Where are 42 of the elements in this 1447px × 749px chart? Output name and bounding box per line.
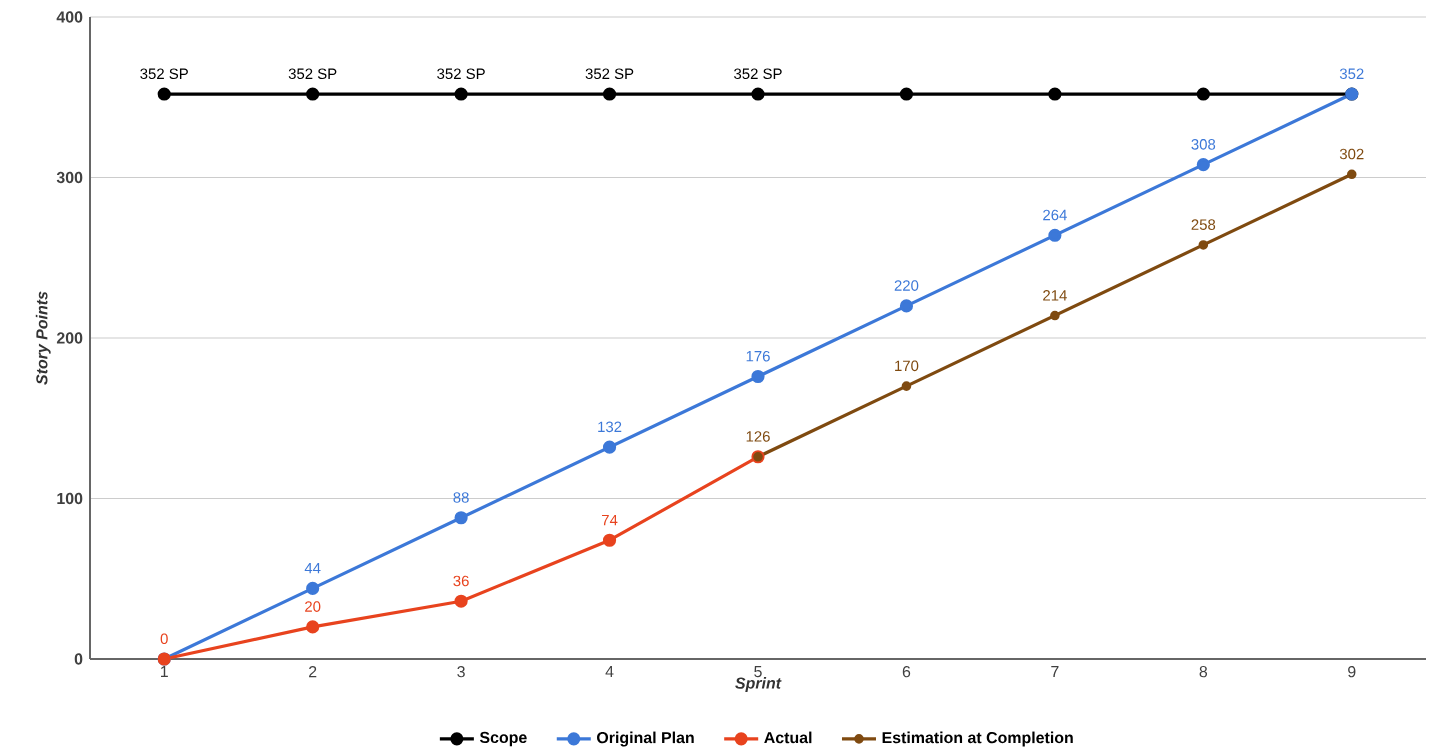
data-label: 132 — [598, 421, 622, 433]
x-tick-label: 9 — [1348, 666, 1356, 678]
data-label: 126 — [746, 431, 770, 442]
y-tick-label: 100 — [57, 492, 83, 505]
data-label: 44 — [304, 563, 321, 574]
data-label: 74 — [602, 514, 618, 526]
x-tick-label: 1 — [161, 666, 168, 678]
data-label: 0 — [160, 633, 168, 644]
legend-label: Estimation at Completion — [882, 731, 1073, 747]
y-tick-label: 200 — [56, 332, 83, 344]
data-label: 88 — [453, 492, 469, 503]
data-label: 214 — [1043, 290, 1067, 301]
data-label: 352 SP — [437, 68, 485, 80]
legend-label: Original Plan — [597, 731, 694, 747]
y-axis-title: Story Points — [35, 291, 51, 385]
data-label: 176 — [746, 350, 770, 362]
data-label: 220 — [894, 280, 919, 291]
x-tick-label: 7 — [1051, 666, 1059, 678]
data-label: 20 — [305, 601, 321, 612]
data-label: 352 SP — [734, 68, 782, 80]
data-label: 308 — [1191, 139, 1216, 150]
data-label: 352 SP — [140, 68, 188, 80]
data-label: 258 — [1191, 219, 1216, 230]
data-label: 302 — [1339, 148, 1364, 160]
y-tick-label: 300 — [56, 171, 83, 184]
x-tick-label: 8 — [1199, 666, 1208, 678]
legend-label: Scope — [479, 731, 527, 747]
data-label: 36 — [453, 575, 469, 587]
x-tick-label: 6 — [902, 666, 911, 678]
x-axis-title: Sprint — [735, 677, 782, 692]
data-label: 170 — [895, 360, 919, 372]
x-tick-label: 4 — [605, 666, 614, 678]
data-label: 352 — [1339, 68, 1364, 80]
y-tick-label: 0 — [74, 653, 83, 665]
x-tick-label: 5 — [754, 666, 762, 678]
legend-label: Actual — [764, 731, 812, 744]
data-label: 352 SP — [585, 68, 634, 80]
data-label: 352 SP — [288, 68, 337, 80]
x-tick-label: 3 — [457, 666, 465, 678]
y-tick-label: 400 — [56, 11, 83, 23]
data-label: 264 — [1043, 209, 1067, 221]
x-tick-label: 2 — [309, 666, 317, 678]
